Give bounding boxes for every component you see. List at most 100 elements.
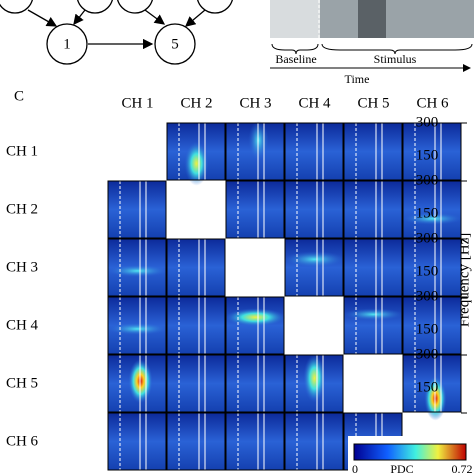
cell-border — [166, 238, 226, 297]
pdc-cell — [225, 180, 285, 239]
cell-border — [107, 296, 167, 355]
pdc-cell — [166, 296, 226, 355]
cell-border — [402, 296, 462, 355]
row-label: CH 1 — [6, 143, 38, 159]
hot-spot — [184, 141, 209, 186]
cell-background — [403, 297, 461, 354]
graph — [0, 0, 233, 65]
pdc-cell — [284, 412, 344, 471]
cell-border — [284, 354, 344, 413]
cell-border — [225, 412, 285, 471]
cell-border — [284, 180, 344, 239]
colorbar-min: 0 — [352, 462, 358, 474]
cell-border — [284, 122, 344, 181]
row-label: CH 5 — [6, 375, 38, 391]
cell-border — [166, 122, 226, 181]
frequency-tick: 150 — [416, 321, 439, 337]
cell-background — [285, 413, 343, 470]
cell-background — [344, 297, 402, 354]
cell-background — [344, 239, 402, 296]
pdc-cell — [107, 180, 167, 239]
time-label: Time — [345, 72, 370, 86]
cell-background — [226, 413, 284, 470]
cell-border — [343, 122, 403, 181]
cell-background — [167, 413, 225, 470]
column-label: CH 2 — [180, 95, 212, 111]
frequency-tick: 300 — [416, 346, 439, 362]
column-label: CH 3 — [239, 95, 271, 111]
cell-border — [343, 180, 403, 239]
cell-background — [167, 239, 225, 296]
pdc-cell — [343, 122, 403, 181]
row-label: CH 3 — [6, 259, 38, 275]
hot-spot — [284, 251, 345, 268]
stimulus-label: Stimulus — [374, 52, 417, 66]
pdc-grid — [107, 120, 463, 471]
pdc-cell — [402, 354, 462, 421]
colorbar — [348, 436, 474, 474]
pdc-cell — [284, 122, 344, 181]
cell-background — [403, 239, 461, 296]
frequency-tick: 150 — [416, 147, 439, 163]
pdc-cell — [343, 180, 403, 239]
cell-border — [225, 296, 285, 355]
baseline-label: Baseline — [275, 52, 316, 66]
cell-border — [284, 412, 344, 471]
pdc-cell — [225, 412, 285, 471]
hot-spot — [303, 354, 326, 403]
cell-border — [284, 238, 344, 297]
pdc-cell — [107, 238, 168, 297]
row-label: CH 6 — [6, 433, 39, 449]
pdc-cell — [166, 354, 226, 413]
cell-border — [166, 412, 226, 471]
pdc-cell — [225, 354, 285, 413]
cell-border — [343, 296, 403, 355]
pdc-cell — [107, 296, 168, 355]
cell-background — [344, 123, 402, 180]
pdc-cell — [402, 238, 462, 297]
cell-background — [108, 413, 166, 470]
cell-border — [225, 122, 285, 181]
cell-background — [226, 181, 284, 238]
column-label: CH 1 — [121, 95, 153, 111]
hot-spot — [225, 308, 286, 327]
pdc-cell — [402, 180, 463, 239]
cell-border — [402, 238, 462, 297]
cell-border — [107, 354, 167, 413]
cell-background — [167, 297, 225, 354]
pdc-cell — [166, 238, 226, 297]
colorbar-label: PDC — [390, 462, 413, 474]
panel-label: C — [14, 88, 24, 104]
column-label: CH 4 — [298, 95, 331, 111]
cell-border — [225, 354, 285, 413]
cell-border — [343, 238, 403, 297]
node-label: 1 — [63, 36, 71, 52]
timeline — [270, 0, 474, 72]
frequency-tick: 300 — [416, 114, 439, 130]
row-label: CH 4 — [6, 317, 39, 333]
hot-spot — [343, 308, 404, 321]
cell-border — [166, 354, 226, 413]
hot-spot — [402, 212, 463, 225]
cell-background — [285, 239, 343, 296]
frequency-tick: 150 — [416, 263, 439, 279]
row-label: CH 2 — [6, 201, 38, 217]
cell-background — [403, 123, 461, 180]
cell-background — [285, 123, 343, 180]
cell-background — [167, 355, 225, 412]
pdc-cell — [284, 180, 344, 239]
pdc-cell — [166, 412, 226, 471]
pdc-cell — [107, 412, 167, 471]
pdc-cell — [225, 120, 285, 181]
colorbar-max: 0.72 — [452, 462, 473, 474]
cell-border — [225, 180, 285, 239]
pdc-cell — [402, 296, 462, 355]
cell-border — [402, 180, 462, 239]
pdc-cell — [284, 354, 344, 413]
cell-border — [402, 354, 462, 413]
frequency-tick: 300 — [416, 172, 439, 188]
cell-background — [344, 181, 402, 238]
pdc-cell — [107, 354, 167, 413]
frequency-tick: 300 — [416, 288, 439, 304]
